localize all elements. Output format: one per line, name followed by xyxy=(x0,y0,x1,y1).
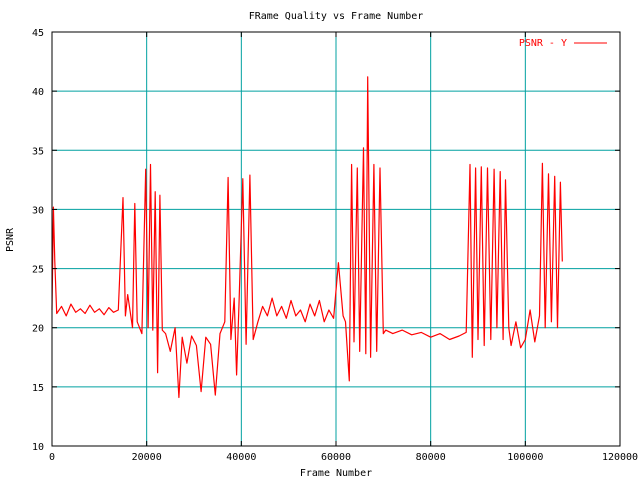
plot-area xyxy=(51,76,563,399)
axis-ticks xyxy=(51,31,621,447)
tick-labels: 0 20000 40000 60000 80000 100000 120000 10 15 20 2… xyxy=(32,28,638,463)
y-tick-label: 35 xyxy=(32,146,44,157)
series-line-psnr-y xyxy=(51,76,563,399)
x-tick-label: 40000 xyxy=(226,452,256,463)
x-tick-label: 100000 xyxy=(507,452,543,463)
x-tick-label: 20000 xyxy=(132,452,162,463)
x-tick-label: 60000 xyxy=(321,452,351,463)
x-tick-label: 0 xyxy=(49,452,55,463)
y-axis-label: PSNR xyxy=(5,227,16,252)
x-axis-label: Frame Number xyxy=(300,468,372,479)
x-tick-label: 120000 xyxy=(602,452,638,463)
y-tick-label: 25 xyxy=(32,265,44,276)
chart-title: FRame Quality vs Frame Number xyxy=(249,11,424,22)
x-tick-label: 80000 xyxy=(416,452,446,463)
y-tick-label: 20 xyxy=(32,324,44,335)
y-tick-label: 30 xyxy=(32,205,44,216)
y-tick-label: 15 xyxy=(32,383,44,394)
y-tick-label: 10 xyxy=(32,442,44,453)
y-tick-label: 40 xyxy=(32,87,44,98)
legend-label-psnr-y: PSNR - Y xyxy=(519,38,567,49)
legend: PSNR - Y xyxy=(519,38,607,49)
y-tick-label: 45 xyxy=(32,28,44,39)
